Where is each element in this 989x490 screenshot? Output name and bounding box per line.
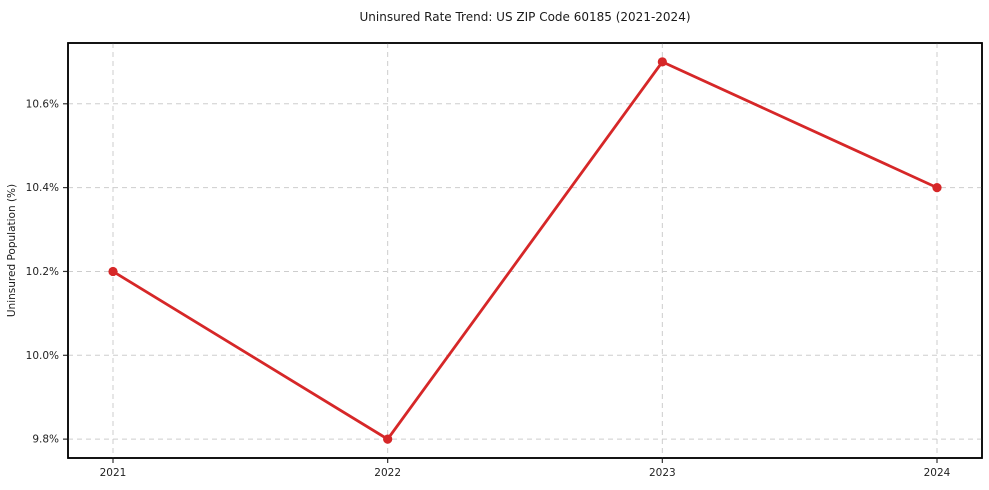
data-point-marker <box>383 434 393 444</box>
trend-line <box>111 60 939 441</box>
plot-frame-border <box>67 42 983 459</box>
series-layer <box>108 57 942 444</box>
x-tick-label: 2024 <box>924 467 951 479</box>
y-tick-label: 10.4% <box>26 182 59 194</box>
y-tick-label: 10.6% <box>26 98 59 110</box>
x-tick-label: 2023 <box>649 467 676 479</box>
y-tick-label: 10.2% <box>26 266 59 278</box>
chart-title: Uninsured Rate Trend: US ZIP Code 60185 … <box>359 10 690 24</box>
x-tick-label: 2021 <box>100 467 127 479</box>
y-axis-label: Uninsured Population (%) <box>6 184 18 317</box>
gridlines <box>68 43 982 458</box>
y-tick-label: 9.8% <box>32 434 59 446</box>
data-point-marker <box>108 266 118 277</box>
axis-ticks: 2021 2022 2023 2024 9.8% 10.0% 10.2% 10.4% 10.6% <box>26 98 951 479</box>
y-tick-label: 10.0% <box>26 350 59 362</box>
x-tick-label: 2022 <box>374 467 401 479</box>
data-point-marker <box>932 183 942 193</box>
data-point-marker <box>657 57 667 67</box>
